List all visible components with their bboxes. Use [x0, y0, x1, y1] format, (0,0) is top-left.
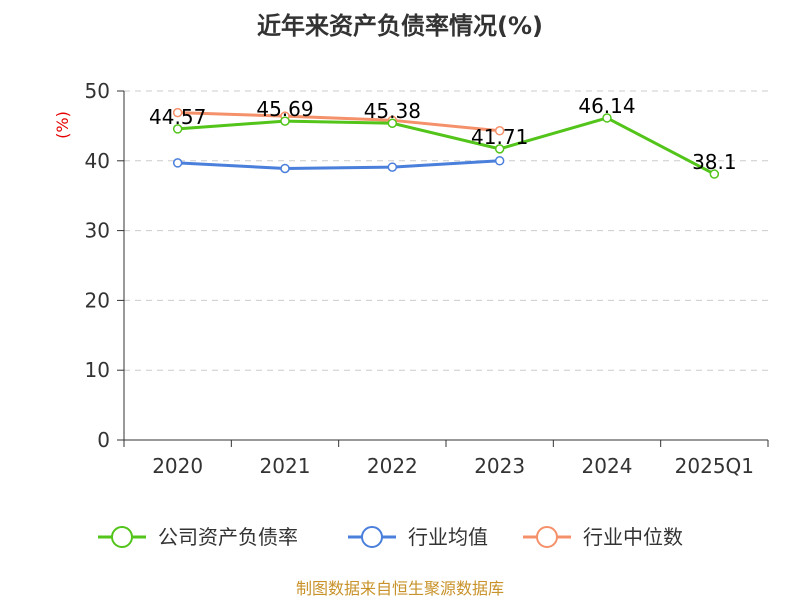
x-tick-label: 2023	[474, 454, 525, 478]
x-tick-label: 2024	[582, 454, 633, 478]
y-tick-label: 40	[85, 149, 110, 173]
y-tick-label: 10	[85, 358, 110, 382]
data-point[interactable]	[494, 156, 505, 166]
y-tick-label: 0	[97, 428, 110, 452]
legend-marker	[361, 526, 383, 548]
data-label: 38.1	[692, 150, 737, 174]
series-line-0	[177, 116, 716, 176]
x-tick-label: 2022	[367, 454, 418, 478]
y-tick-label: 50	[85, 79, 110, 103]
data-point[interactable]	[172, 107, 183, 118]
series-line-1	[177, 159, 500, 170]
data-point[interactable]	[280, 116, 290, 126]
data-label: 46.14	[578, 94, 635, 118]
y-axis-unit: (%)	[53, 111, 72, 139]
data-point[interactable]	[172, 158, 183, 168]
series-line-2	[177, 111, 500, 133]
data-point[interactable]	[494, 126, 505, 136]
data-label: 41.71	[471, 125, 528, 149]
data-label: 44.57	[149, 105, 206, 129]
axes: 0 10 20 30 40 50 2020 2021 2022 2023 2024 2025Q1	[85, 79, 769, 478]
data-point[interactable]	[280, 163, 290, 174]
legend-item-2[interactable]: 行业中位数	[523, 525, 683, 549]
chart-title: 近年来资产负债率情况(%)	[257, 12, 543, 40]
x-tick-label: 2020	[152, 454, 203, 478]
data-point[interactable]	[172, 124, 183, 134]
legend-item-1[interactable]: 行业均值	[348, 525, 488, 549]
gridlines	[124, 90, 768, 371]
data-label: 45.69	[256, 97, 313, 121]
series-lines	[172, 107, 720, 179]
x-tick-label: 2025Q1	[675, 454, 754, 478]
data-label: 45.38	[364, 99, 421, 123]
data-point[interactable]	[602, 113, 612, 123]
data-point[interactable]	[494, 144, 505, 154]
legend-item-0[interactable]: 公司资产负债率	[98, 525, 298, 549]
data-point[interactable]	[387, 162, 398, 172]
legend-label: 行业均值	[408, 525, 488, 549]
data-labels: 44.57 45.69 45.38 41.71 46.14 38.1	[149, 94, 737, 174]
legend-marker	[111, 526, 133, 548]
legend[interactable]: 公司资产负债率 行业均值 行业中位数	[98, 525, 683, 549]
y-tick-label: 20	[85, 288, 110, 312]
x-tick-label: 2021	[260, 454, 311, 478]
data-point[interactable]	[387, 118, 398, 128]
legend-marker	[536, 526, 558, 548]
y-tick-label: 30	[85, 219, 110, 243]
legend-label: 行业中位数	[583, 525, 683, 549]
legend-label: 公司资产负债率	[158, 525, 298, 549]
data-point[interactable]	[709, 169, 720, 179]
data-source-note: 制图数据来自恒生聚源数据库	[296, 579, 504, 598]
